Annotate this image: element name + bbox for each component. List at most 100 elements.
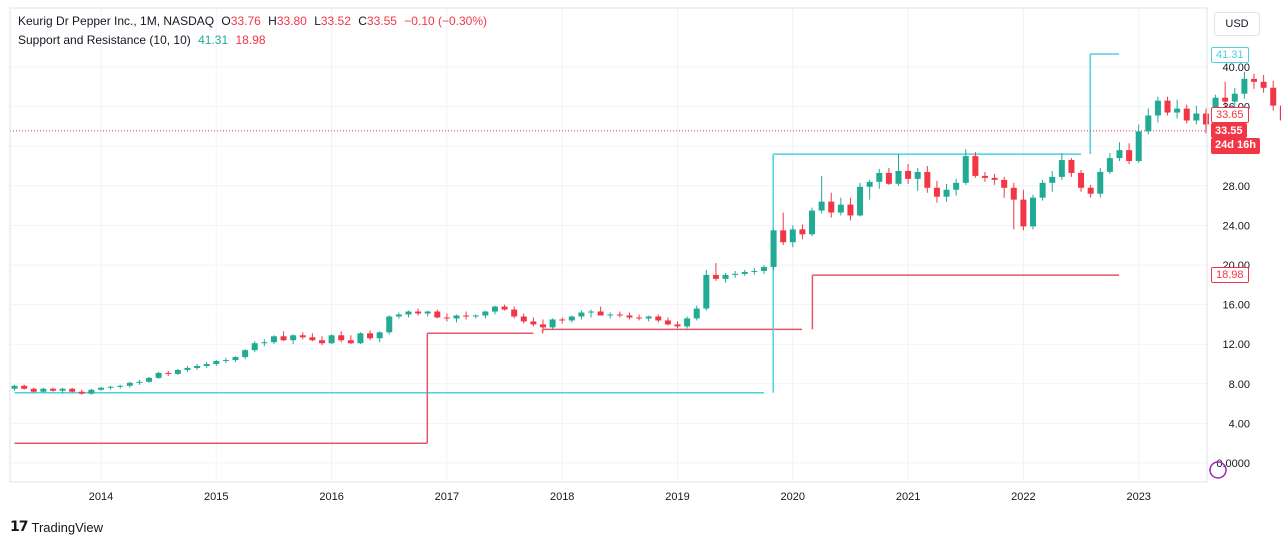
x-axis: 2014 2015 2016 2017 2018 2019 2020 2021 2022 2023 bbox=[89, 491, 1151, 503]
y-tick-label: 16.00 bbox=[1222, 300, 1250, 312]
candle-up bbox=[703, 269, 710, 311]
candle-body bbox=[1116, 150, 1123, 159]
plot-frame bbox=[9, 7, 1208, 483]
candle-up bbox=[1135, 124, 1142, 164]
candle-body bbox=[328, 335, 335, 344]
candle-up bbox=[693, 305, 700, 321]
candle-up bbox=[1039, 179, 1046, 201]
candle-body bbox=[924, 171, 931, 188]
candle-up bbox=[222, 358, 229, 364]
candle-body bbox=[636, 317, 643, 319]
candle-body bbox=[222, 360, 229, 362]
candle-body bbox=[415, 311, 422, 314]
candle-up bbox=[395, 312, 402, 319]
candle-body bbox=[107, 386, 114, 388]
candle-body bbox=[837, 204, 844, 213]
candle-body bbox=[568, 316, 575, 321]
candle-body bbox=[155, 372, 162, 378]
candle-body bbox=[146, 377, 153, 382]
candle-down bbox=[1126, 143, 1133, 165]
candle-up bbox=[376, 331, 383, 343]
tradingview-branding[interactable]: 17 TradingView bbox=[10, 519, 103, 535]
candle-body bbox=[376, 332, 383, 339]
candle-body bbox=[386, 316, 393, 333]
candle-up bbox=[1193, 105, 1200, 125]
close-value: 33.55 bbox=[366, 14, 397, 28]
candle-down bbox=[1270, 80, 1277, 111]
candle-up bbox=[876, 168, 883, 189]
previous-close-label: 33.65 bbox=[1211, 107, 1249, 123]
symbol-title: Keurig Dr Pepper Inc., 1M, NASDAQ bbox=[18, 14, 215, 28]
y-tick-label: 4.00 bbox=[1229, 418, 1250, 430]
candle-body bbox=[453, 315, 460, 319]
candle-down bbox=[626, 312, 633, 320]
candle-down bbox=[636, 314, 643, 321]
x-tick-label: 2023 bbox=[1126, 491, 1150, 503]
candle-up bbox=[578, 310, 585, 320]
candle-body bbox=[751, 270, 758, 272]
candle-body bbox=[184, 367, 191, 370]
candle-up bbox=[1241, 71, 1248, 99]
candle-down bbox=[165, 370, 172, 376]
candle-body bbox=[318, 340, 325, 344]
candle-up bbox=[568, 315, 575, 323]
candle-body bbox=[799, 229, 806, 235]
ohlc-row: Keurig Dr Pepper Inc., 1M, NASDAQ O33.76… bbox=[18, 12, 487, 31]
candle-down bbox=[69, 387, 76, 393]
candle-up bbox=[789, 225, 796, 248]
candle-up bbox=[1145, 108, 1152, 135]
indicator-marker[interactable] bbox=[1209, 461, 1227, 479]
candle-body bbox=[59, 388, 66, 391]
candle-body bbox=[933, 187, 940, 197]
change-value: −0.10 (−0.30%) bbox=[404, 14, 488, 28]
candle-body bbox=[1087, 187, 1094, 194]
candle-body bbox=[991, 177, 998, 180]
candle-body bbox=[309, 337, 316, 341]
candle-body bbox=[981, 175, 988, 178]
candle-down bbox=[434, 309, 441, 319]
candle-body bbox=[597, 311, 604, 316]
candle-body bbox=[338, 335, 345, 341]
candle-body bbox=[261, 342, 268, 344]
candle-up bbox=[1174, 99, 1181, 119]
candle-down bbox=[847, 197, 854, 221]
y-tick-label: 24.00 bbox=[1222, 220, 1250, 232]
candle-body bbox=[1183, 108, 1190, 121]
candle-down bbox=[309, 333, 316, 342]
candle-down bbox=[780, 212, 787, 246]
tradingview-logo-icon: 17 bbox=[10, 519, 29, 535]
candle-body bbox=[367, 333, 374, 339]
candle-down bbox=[1020, 189, 1027, 231]
candle-body bbox=[962, 156, 969, 183]
candle-up bbox=[40, 387, 47, 393]
candle-down bbox=[1251, 73, 1257, 89]
candle-down bbox=[1279, 105, 1281, 121]
x-tick-label: 2014 bbox=[89, 491, 113, 503]
candle-down bbox=[1068, 158, 1075, 177]
candle-down bbox=[539, 319, 546, 330]
candle-down bbox=[299, 332, 306, 340]
candle-down bbox=[415, 308, 422, 316]
high-label: H bbox=[268, 14, 277, 28]
candle-body bbox=[136, 381, 143, 383]
candle-up bbox=[809, 207, 816, 237]
candle-body bbox=[165, 372, 172, 374]
candle-up bbox=[607, 312, 614, 319]
candle-up bbox=[203, 362, 210, 368]
candle-down bbox=[443, 313, 450, 322]
candle-up bbox=[818, 175, 825, 214]
indicator-row[interactable]: Support and Resistance (10, 10) 41.31 18… bbox=[18, 31, 487, 50]
candle-body bbox=[780, 230, 787, 243]
candle-body bbox=[1039, 182, 1046, 198]
candle-body bbox=[539, 324, 546, 328]
currency-button[interactable]: USD bbox=[1214, 12, 1260, 36]
last-price-label: 33.55 bbox=[1211, 123, 1247, 138]
candle-body bbox=[684, 318, 691, 327]
candle-up bbox=[1058, 153, 1065, 180]
candle-down bbox=[972, 152, 979, 178]
candle-body bbox=[194, 365, 201, 368]
candle-up bbox=[261, 339, 268, 347]
candle-down bbox=[905, 164, 912, 184]
candle-up bbox=[914, 167, 921, 191]
